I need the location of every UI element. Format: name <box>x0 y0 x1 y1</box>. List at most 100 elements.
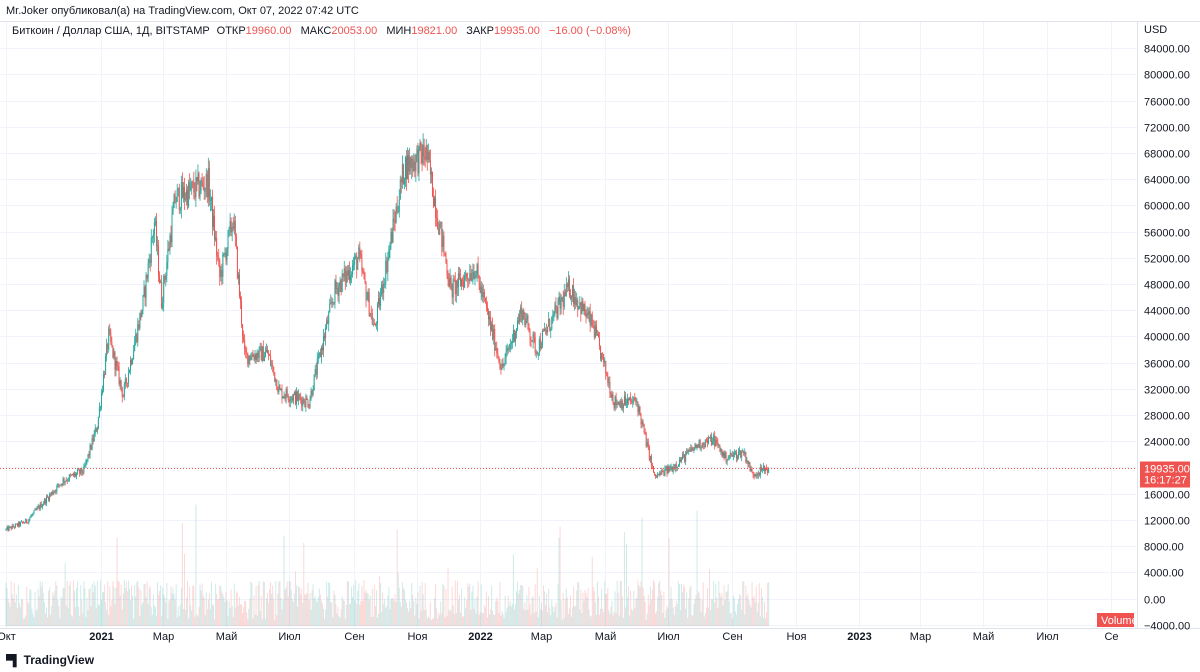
volume-bar <box>743 581 745 626</box>
candle-body <box>271 364 273 366</box>
volume-bar <box>298 585 300 626</box>
candle-body <box>331 302 333 304</box>
candle-body <box>666 466 668 474</box>
candle-body <box>99 407 101 408</box>
candle-body <box>366 298 368 301</box>
candle-body <box>759 466 761 476</box>
volume-bar <box>479 612 481 626</box>
candle-body <box>243 336 245 340</box>
volume-bar <box>114 604 116 626</box>
candle-body <box>730 453 732 455</box>
volume-bar <box>432 618 434 626</box>
symbol-legend[interactable]: Биткоин / Доллар США, 1Д, BITSTAMP ОТКР1… <box>12 25 637 37</box>
candle-body <box>52 491 54 495</box>
volume-bar <box>200 590 202 626</box>
symbol-title[interactable]: Биткоин / Доллар США, 1Д, BITSTAMP <box>12 25 210 37</box>
candle-body <box>343 268 345 277</box>
volume-bar <box>174 599 176 626</box>
candle-body <box>479 283 481 293</box>
volume-bar <box>392 598 394 626</box>
volume-bar <box>368 599 370 626</box>
candle-body <box>105 355 107 375</box>
candle-body <box>695 444 697 449</box>
volume-bar <box>346 581 348 626</box>
volume-bar <box>463 616 465 626</box>
volume-bar <box>586 597 588 626</box>
candle-body <box>464 275 466 288</box>
candle-body <box>455 280 457 295</box>
volume-bar <box>171 593 173 626</box>
candle-body <box>622 404 624 409</box>
candle-body <box>527 315 529 324</box>
candle-body <box>744 451 746 455</box>
candle-body <box>348 270 350 281</box>
volume-bar <box>109 586 111 626</box>
candle-body <box>199 190 201 197</box>
volume-bar <box>578 582 580 626</box>
candle-body <box>421 152 423 164</box>
candle-body <box>358 247 360 260</box>
volume-bar <box>256 615 258 626</box>
candle-body <box>83 466 85 474</box>
candle-body <box>249 355 251 360</box>
candle-body <box>408 154 410 172</box>
candle-body <box>290 397 292 400</box>
volume-bar <box>318 588 320 626</box>
volume-bar <box>241 603 243 626</box>
candle-body <box>133 350 135 360</box>
candle-body <box>424 156 426 160</box>
candle-body <box>571 296 572 299</box>
candle-body <box>87 454 89 460</box>
candle-body <box>270 355 272 366</box>
candle-body <box>552 314 554 317</box>
volume-bar <box>726 590 728 626</box>
candle-body <box>674 464 676 470</box>
candle-body <box>185 199 187 200</box>
candle-body <box>403 178 405 185</box>
candle-body <box>450 277 452 284</box>
volume-bar <box>427 616 429 626</box>
volume-bar <box>388 587 390 626</box>
volume-bar <box>236 593 238 626</box>
tradingview-logo[interactable]: ▀▌ TradingView <box>6 653 94 667</box>
volume-bar <box>600 608 602 626</box>
volume-bar <box>31 608 33 626</box>
candle-body <box>541 331 543 347</box>
candle-body <box>493 328 495 340</box>
candle-body <box>396 206 398 212</box>
candle-body <box>227 230 229 250</box>
candle-body <box>410 157 412 168</box>
volume-bar <box>623 532 625 626</box>
candle-body <box>401 164 403 183</box>
volume-bar <box>526 595 528 626</box>
candle-body <box>253 356 255 360</box>
volume-bar <box>705 607 707 626</box>
candle-body <box>412 158 414 171</box>
candle-body <box>655 474 657 477</box>
volume-bar <box>228 600 230 626</box>
candle-body <box>669 467 671 472</box>
candle-body <box>606 373 608 376</box>
volume-bar <box>391 597 393 626</box>
candle-body <box>607 375 609 384</box>
candle-body <box>629 397 631 401</box>
candle-body <box>729 453 731 457</box>
candle-body <box>286 389 288 397</box>
candle-body <box>449 277 451 288</box>
time-axis[interactable]: Окт 2021 Мар Май Июл Сен Ноя 2022 Мар Май Июл Сен Но… <box>0 631 1119 643</box>
volume-bar <box>59 618 61 626</box>
candle-body <box>48 497 50 501</box>
candle-body <box>279 385 281 390</box>
volume-bar <box>494 615 496 626</box>
candle-body <box>232 226 234 229</box>
candle-body <box>69 474 71 476</box>
price-axis[interactable]: 84000.0080000.0076000.0072000.0068000.00… <box>1144 44 1190 633</box>
candle-body <box>716 439 718 443</box>
candle-body <box>687 450 689 452</box>
volume-bar <box>248 608 250 626</box>
volume-bar <box>18 603 20 626</box>
volume-bar <box>629 615 631 626</box>
volume-bar <box>281 609 283 626</box>
volume-bar <box>552 606 554 626</box>
